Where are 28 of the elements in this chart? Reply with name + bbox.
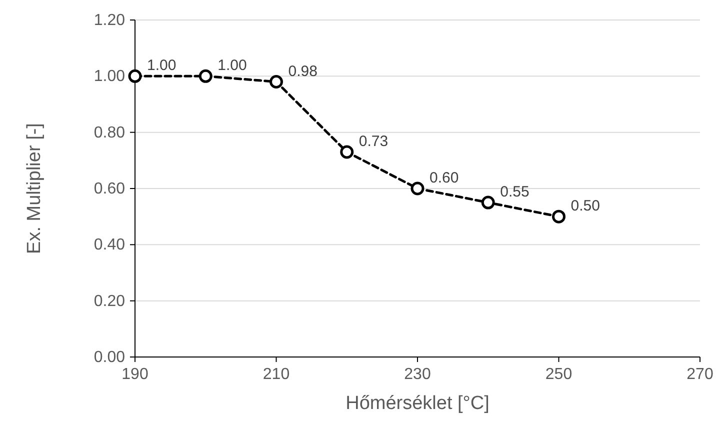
y-tick-label: 0.60	[94, 180, 126, 198]
point	[410, 182, 424, 196]
point	[270, 75, 283, 89]
data-label: 1.00	[218, 57, 247, 74]
x-tick-label: 190	[122, 366, 148, 383]
y-tick-label: 0.80	[94, 124, 126, 142]
data-label: 0.60	[430, 170, 459, 186]
y-tick-label: 0.00	[94, 349, 126, 366]
point	[340, 145, 354, 159]
y-tick-label: 1.20	[94, 12, 126, 29]
data-label: 0.73	[358, 132, 388, 150]
point	[128, 69, 142, 83]
data-label: 0.98	[288, 62, 318, 80]
x-tick-label: 230	[404, 366, 431, 383]
point	[481, 196, 495, 210]
x-tick-label: 270	[686, 366, 714, 383]
x-tick-label: 250	[545, 366, 572, 383]
point	[198, 69, 212, 83]
data-label: 0.55	[500, 184, 530, 201]
y-tick-label: 0.20	[94, 292, 126, 310]
y-tick-label: 1.00	[94, 68, 126, 86]
data-label: 1.00	[147, 57, 176, 74]
data-label: 0.50	[570, 198, 600, 215]
y-axis-title: Ex. Multiplier [-]	[24, 123, 45, 254]
x-axis-title: Hőmérséklet [°C]	[346, 393, 490, 414]
y-tick-label: 0.40	[94, 236, 126, 254]
x-tick-label: 210	[262, 366, 290, 383]
point	[552, 210, 566, 224]
